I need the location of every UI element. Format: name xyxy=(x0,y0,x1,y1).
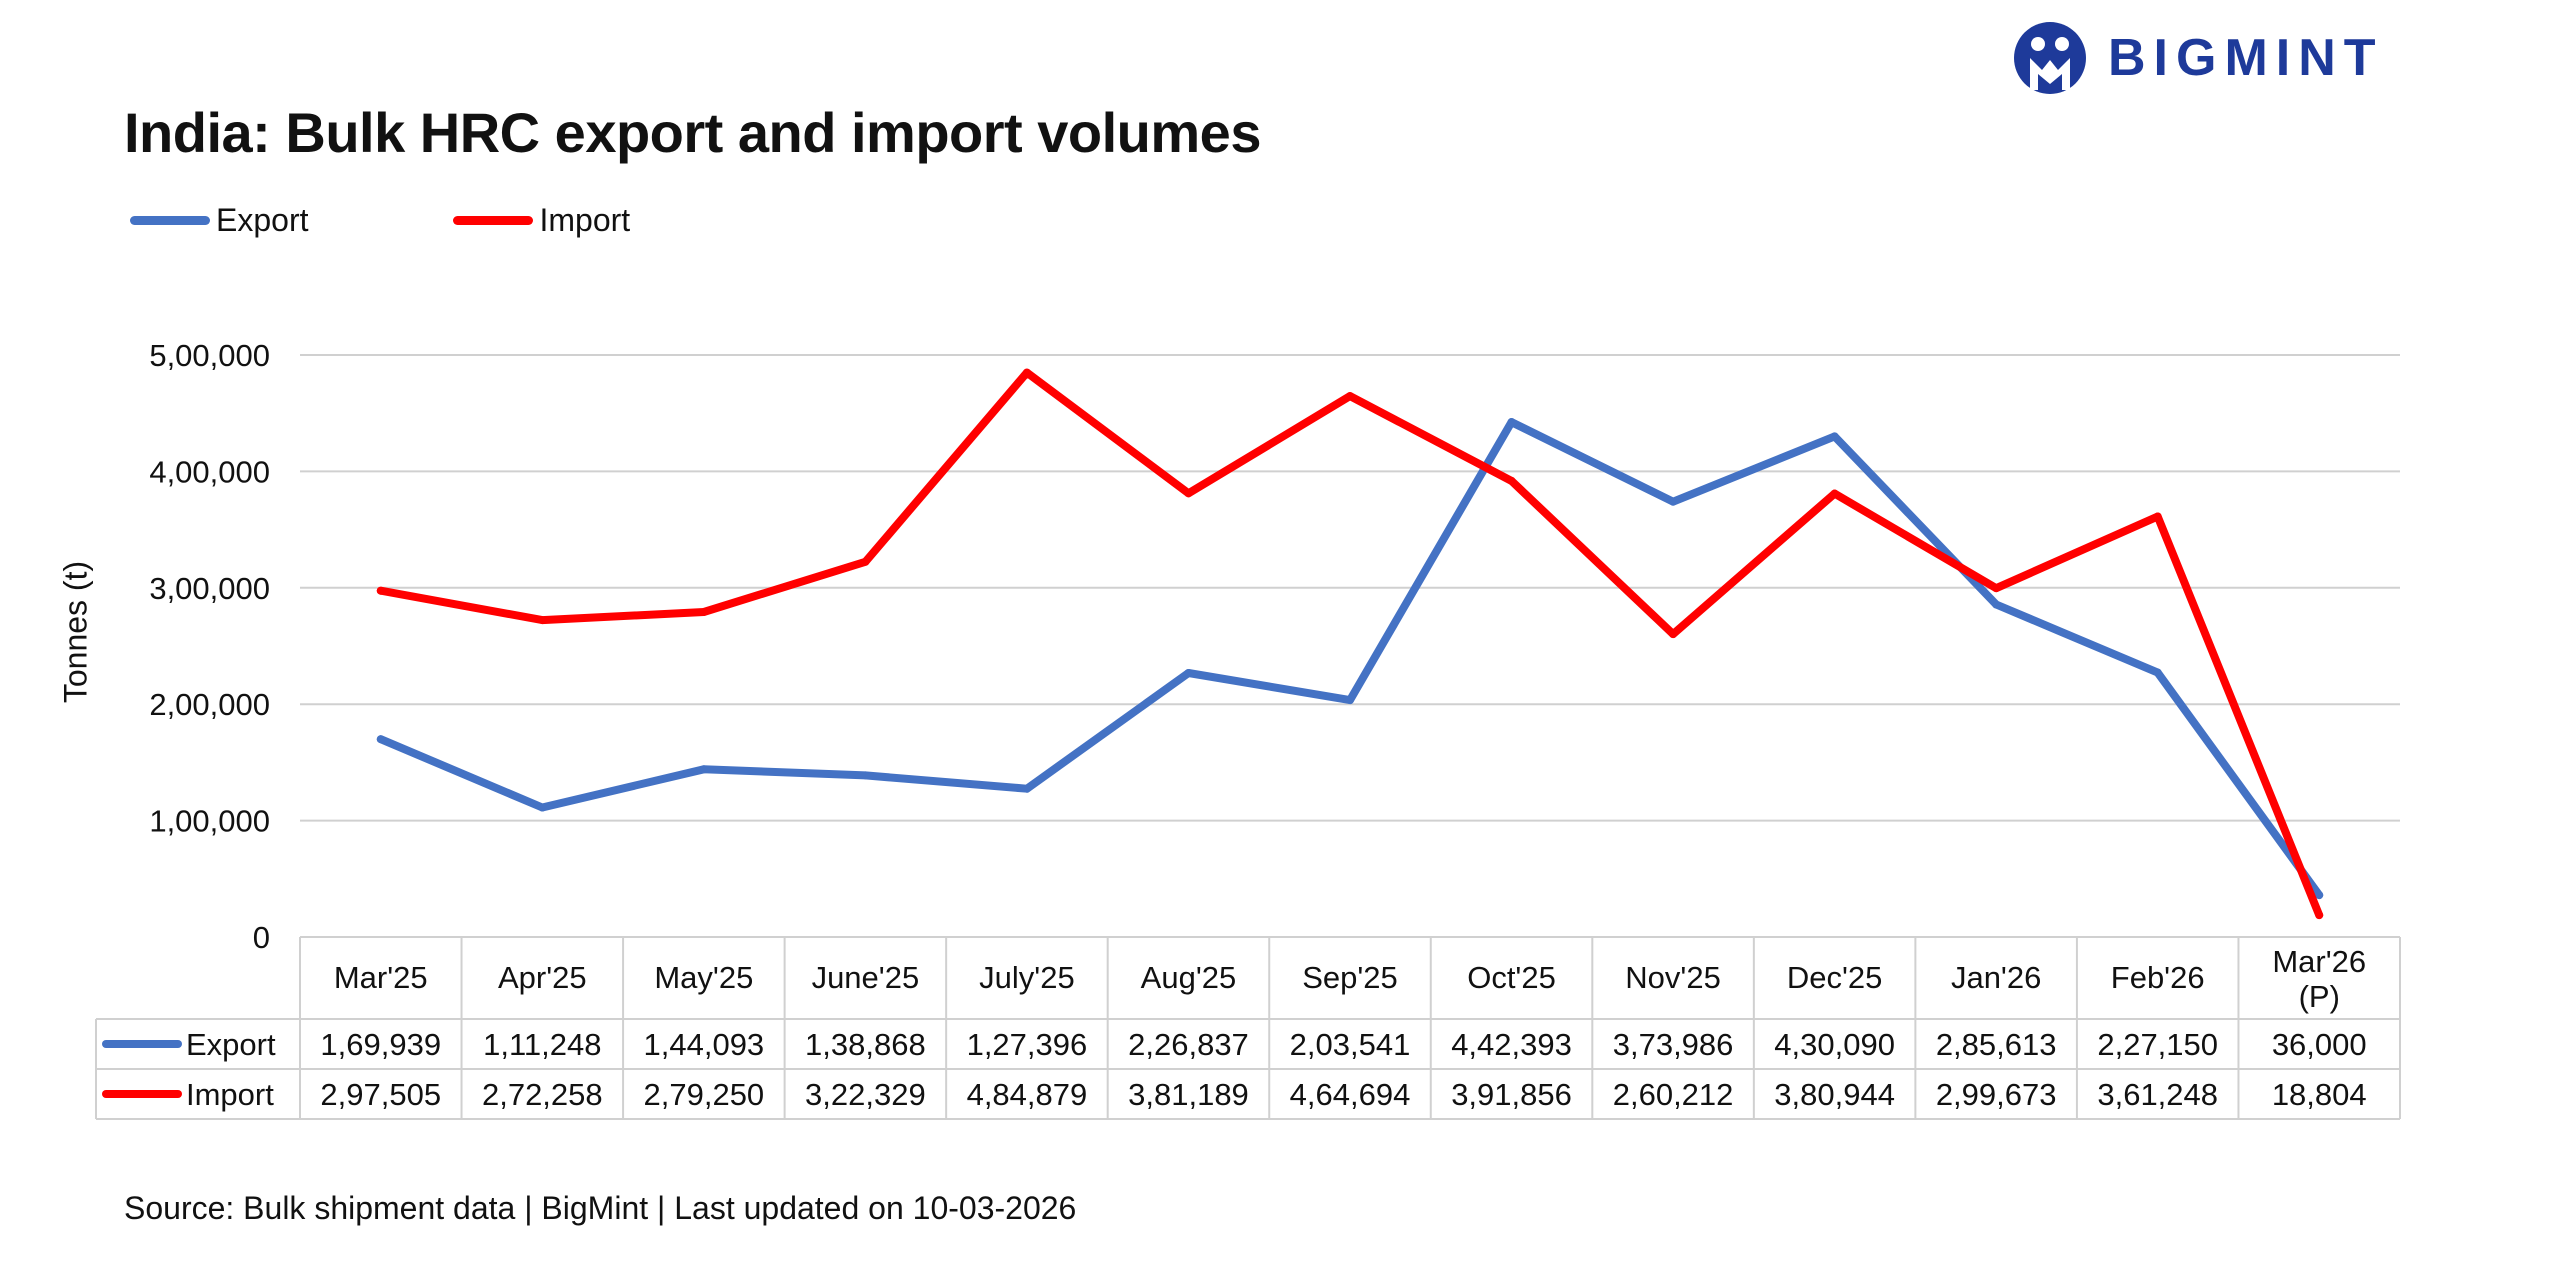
data-point-import xyxy=(538,616,547,625)
data-label-import: 3,81,189 xyxy=(1128,1077,1249,1112)
x-tick-label: Feb'26 xyxy=(2111,960,2205,995)
data-point-export xyxy=(1669,497,1678,506)
data-label-import: 4,84,879 xyxy=(967,1077,1088,1112)
data-point-export xyxy=(1346,696,1354,705)
data-label-export: 1,38,868 xyxy=(805,1027,926,1062)
data-label-import: 2,60,212 xyxy=(1613,1077,1734,1112)
data-point-export xyxy=(2153,668,2162,677)
y-tick-label: 3,00,000 xyxy=(149,571,270,606)
data-label-import: 3,91,856 xyxy=(1451,1077,1572,1112)
x-tick-label: Oct'25 xyxy=(1467,960,1556,995)
legend-item-export: Export xyxy=(130,202,308,239)
y-tick-label: 1,00,000 xyxy=(149,804,270,839)
data-point-import xyxy=(1346,392,1354,401)
data-label-export: 4,30,090 xyxy=(1774,1027,1895,1062)
data-point-import xyxy=(1830,489,1839,498)
data-point-import xyxy=(1022,368,1031,377)
data-point-import xyxy=(376,586,385,595)
series-line-import xyxy=(376,368,2324,920)
data-point-import xyxy=(861,557,870,566)
brand-logo-icon xyxy=(2014,22,2086,94)
source-note: Source: Bulk shipment data | BigMint | L… xyxy=(124,1190,1077,1226)
data-label-import: 2,97,505 xyxy=(320,1077,441,1112)
data-label-import: 18,804 xyxy=(2272,1077,2367,1112)
data-point-export xyxy=(1992,600,2001,609)
chart-title: India: Bulk HRC export and import volume… xyxy=(124,101,1261,164)
x-tick-label: Jan'26 xyxy=(1951,960,2041,995)
legend-swatch-export xyxy=(130,215,210,225)
data-point-export xyxy=(538,803,547,812)
x-tick-label: Mar'25 xyxy=(334,960,428,995)
legend-label-export: Export xyxy=(216,201,309,238)
data-label-export: 2,27,150 xyxy=(2097,1027,2218,1062)
data-label-import: 4,64,694 xyxy=(1290,1077,1411,1112)
data-point-import xyxy=(1507,476,1516,485)
data-point-import xyxy=(1669,630,1678,639)
data-label-export: 2,03,541 xyxy=(1290,1027,1411,1062)
data-point-export xyxy=(1022,784,1031,793)
data-label-export: 36,000 xyxy=(2272,1027,2367,1062)
legend-item-import: Import xyxy=(453,202,630,239)
data-label-import: 3,80,944 xyxy=(1774,1077,1895,1112)
brand-logo: BIGMINT xyxy=(2012,20,2384,96)
data-point-import xyxy=(699,607,708,616)
table-series-label-export: Export xyxy=(186,1027,276,1062)
data-label-export: 1,69,939 xyxy=(320,1027,441,1062)
data-label-export: 2,85,613 xyxy=(1936,1027,2057,1062)
table-series-label-import: Import xyxy=(186,1077,274,1112)
x-tick-label: Apr'25 xyxy=(498,960,587,995)
data-label-export: 1,44,093 xyxy=(644,1027,765,1062)
data-point-import xyxy=(1184,489,1193,498)
x-tick-label: Nov'25 xyxy=(1625,960,1721,995)
y-tick-label: 2,00,000 xyxy=(149,687,270,722)
x-tick-label: Sep'25 xyxy=(1302,960,1398,995)
y-tick-label: 0 xyxy=(253,920,270,955)
x-tick-label: May'25 xyxy=(654,960,753,995)
data-label-import: 2,72,258 xyxy=(482,1077,603,1112)
data-point-export xyxy=(699,765,708,774)
chart-legend: Export Import xyxy=(130,200,775,240)
data-point-export xyxy=(861,771,870,780)
legend-swatch-import xyxy=(453,215,534,225)
x-tick-label: Aug'25 xyxy=(1141,960,1237,995)
y-tick-label: 4,00,000 xyxy=(149,454,270,489)
data-point-export xyxy=(2315,891,2324,900)
x-tick-label: June'25 xyxy=(812,960,920,995)
data-label-export: 1,11,248 xyxy=(483,1027,601,1062)
data-point-import xyxy=(2153,512,2162,521)
data-point-export xyxy=(1184,668,1193,677)
x-tick-label: Mar'26 (P) xyxy=(2272,944,2366,1014)
data-label-export: 4,42,393 xyxy=(1451,1027,1572,1062)
data-label-import: 3,61,248 xyxy=(2097,1077,2218,1112)
data-label-import: 2,79,250 xyxy=(644,1077,765,1112)
x-tick-label: July'25 xyxy=(979,960,1075,995)
data-point-export xyxy=(1830,432,1839,441)
y-tick-label: 5,00,000 xyxy=(149,338,270,373)
brand-name: BIGMINT xyxy=(2108,29,2384,87)
data-label-export: 1,27,396 xyxy=(967,1027,1088,1062)
data-point-import xyxy=(1992,584,2001,593)
series-line-export xyxy=(376,418,2324,900)
data-label-import: 2,99,673 xyxy=(1936,1077,2057,1112)
data-label-export: 3,73,986 xyxy=(1613,1027,1734,1062)
legend-label-import: Import xyxy=(539,201,631,238)
data-label-export: 2,26,837 xyxy=(1128,1027,1249,1062)
data-point-import xyxy=(2315,911,2324,920)
data-point-export xyxy=(376,735,385,744)
data-point-export xyxy=(1507,418,1516,427)
x-tick-label: Dec'25 xyxy=(1787,960,1883,995)
data-label-import: 3,22,329 xyxy=(805,1077,926,1112)
